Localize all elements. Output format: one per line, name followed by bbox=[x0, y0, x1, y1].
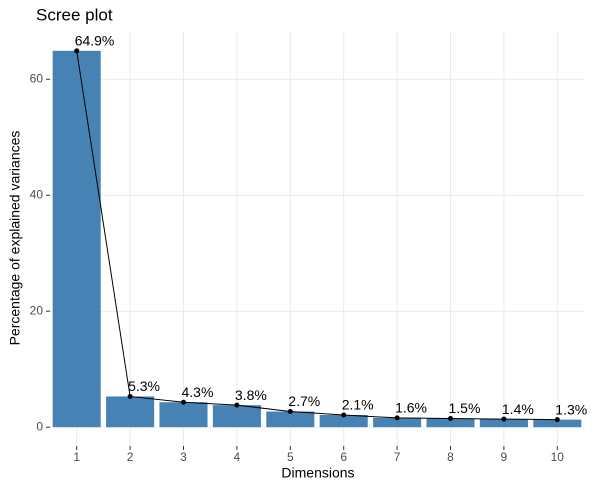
bar bbox=[159, 402, 208, 428]
point bbox=[127, 393, 133, 399]
data-label: 5.3% bbox=[128, 378, 160, 394]
data-label: 1.6% bbox=[395, 400, 427, 416]
data-label: 1.5% bbox=[449, 400, 481, 416]
bar bbox=[319, 415, 368, 428]
point bbox=[74, 48, 80, 54]
bar bbox=[533, 419, 582, 428]
x-tick-label: 3 bbox=[180, 450, 187, 464]
scree-line bbox=[76, 50, 558, 421]
point bbox=[341, 412, 347, 418]
data-label: 1.3% bbox=[555, 401, 587, 417]
point bbox=[394, 415, 400, 421]
x-tick-label: 5 bbox=[287, 450, 294, 464]
point bbox=[554, 417, 560, 423]
data-label: 1.4% bbox=[502, 401, 534, 417]
bar bbox=[52, 50, 101, 428]
x-tick-label: 2 bbox=[127, 450, 134, 464]
x-tick-label: 4 bbox=[234, 450, 241, 464]
x-tick-label: 6 bbox=[340, 450, 347, 464]
point bbox=[234, 402, 240, 408]
bar bbox=[106, 396, 155, 428]
x-tick-label: 7 bbox=[394, 450, 401, 464]
data-label: 64.9% bbox=[75, 33, 115, 49]
chart-title: Scree plot bbox=[36, 5, 113, 24]
bar bbox=[426, 418, 475, 428]
x-tick-label: 1 bbox=[73, 450, 80, 464]
data-label: 4.3% bbox=[182, 384, 214, 400]
bar bbox=[212, 405, 261, 428]
point bbox=[448, 415, 453, 421]
y-tick-label: 0 bbox=[36, 419, 43, 433]
bar bbox=[373, 417, 422, 428]
data-label: 2.7% bbox=[288, 393, 320, 409]
point bbox=[501, 416, 507, 422]
x-tick-label: 8 bbox=[447, 450, 454, 464]
bar bbox=[479, 419, 528, 428]
point bbox=[181, 399, 186, 405]
x-tick-label: 10 bbox=[551, 450, 565, 464]
point bbox=[287, 409, 293, 415]
data-label: 2.1% bbox=[342, 397, 374, 413]
x-axis-label: Dimensions bbox=[281, 465, 354, 481]
y-tick-label: 20 bbox=[30, 303, 44, 317]
y-tick-label: 40 bbox=[30, 187, 44, 201]
bar bbox=[266, 411, 315, 428]
data-label: 3.8% bbox=[235, 387, 267, 403]
x-tick-label: 9 bbox=[501, 450, 508, 464]
y-tick-label: 60 bbox=[30, 71, 44, 85]
y-axis-label: Percentage of explained variances bbox=[7, 131, 23, 346]
